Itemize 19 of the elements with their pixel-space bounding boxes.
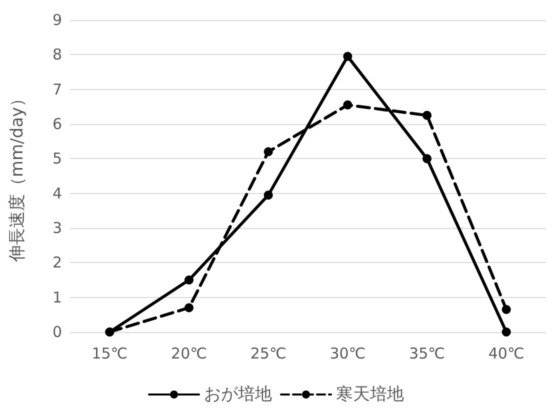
y-axis-title: 伸長速度（mm/day） bbox=[8, 90, 28, 264]
x-tick-label: 40℃ bbox=[488, 344, 524, 362]
x-tick-label: 25℃ bbox=[250, 344, 286, 362]
x-tick-label: 20℃ bbox=[171, 344, 207, 362]
x-tick-label: 35℃ bbox=[409, 344, 445, 362]
y-tick-label: 0 bbox=[52, 323, 62, 341]
y-tick-label: 9 bbox=[52, 11, 62, 29]
x-tick-label: 15℃ bbox=[92, 344, 128, 362]
y-tick-label: 3 bbox=[52, 219, 62, 237]
y-tick-label: 2 bbox=[52, 254, 62, 272]
y-tick-label: 7 bbox=[52, 80, 62, 98]
legend-label: 寒天培地 bbox=[336, 384, 404, 404]
legend-label: おが培地 bbox=[204, 384, 272, 404]
x-tick-label: 30℃ bbox=[330, 344, 366, 362]
y-tick-label: 5 bbox=[52, 150, 62, 168]
y-tick-label: 6 bbox=[52, 115, 62, 133]
y-tick-label: 8 bbox=[52, 46, 62, 64]
y-tick-label: 1 bbox=[52, 288, 62, 306]
y-tick-label: 4 bbox=[52, 184, 62, 202]
